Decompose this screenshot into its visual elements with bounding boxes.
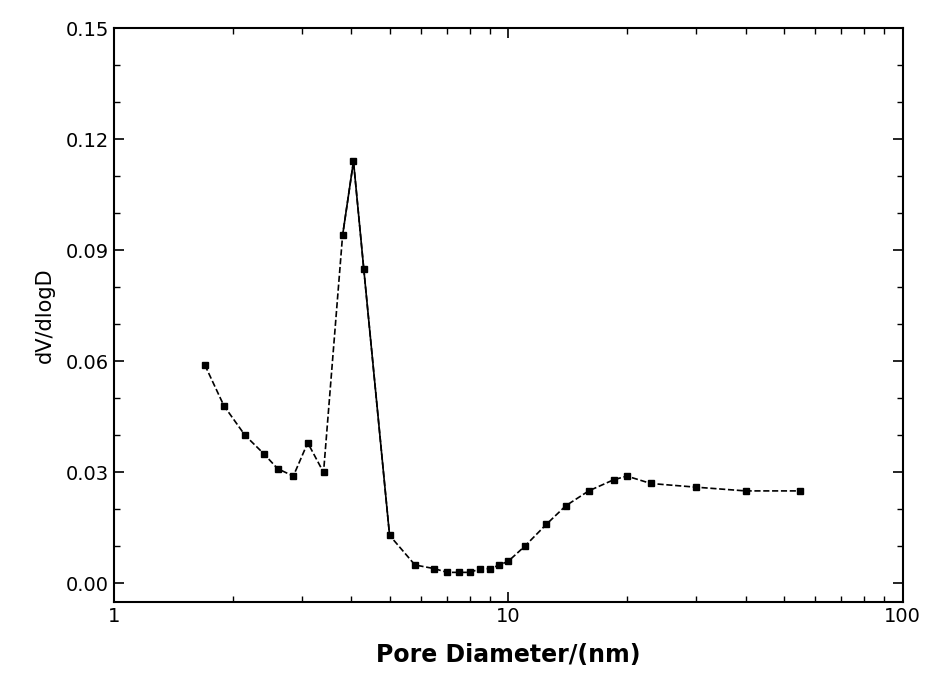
Y-axis label: dV/dlogD: dV/dlogD <box>34 267 55 363</box>
X-axis label: Pore Diameter/(nm): Pore Diameter/(nm) <box>376 643 640 666</box>
